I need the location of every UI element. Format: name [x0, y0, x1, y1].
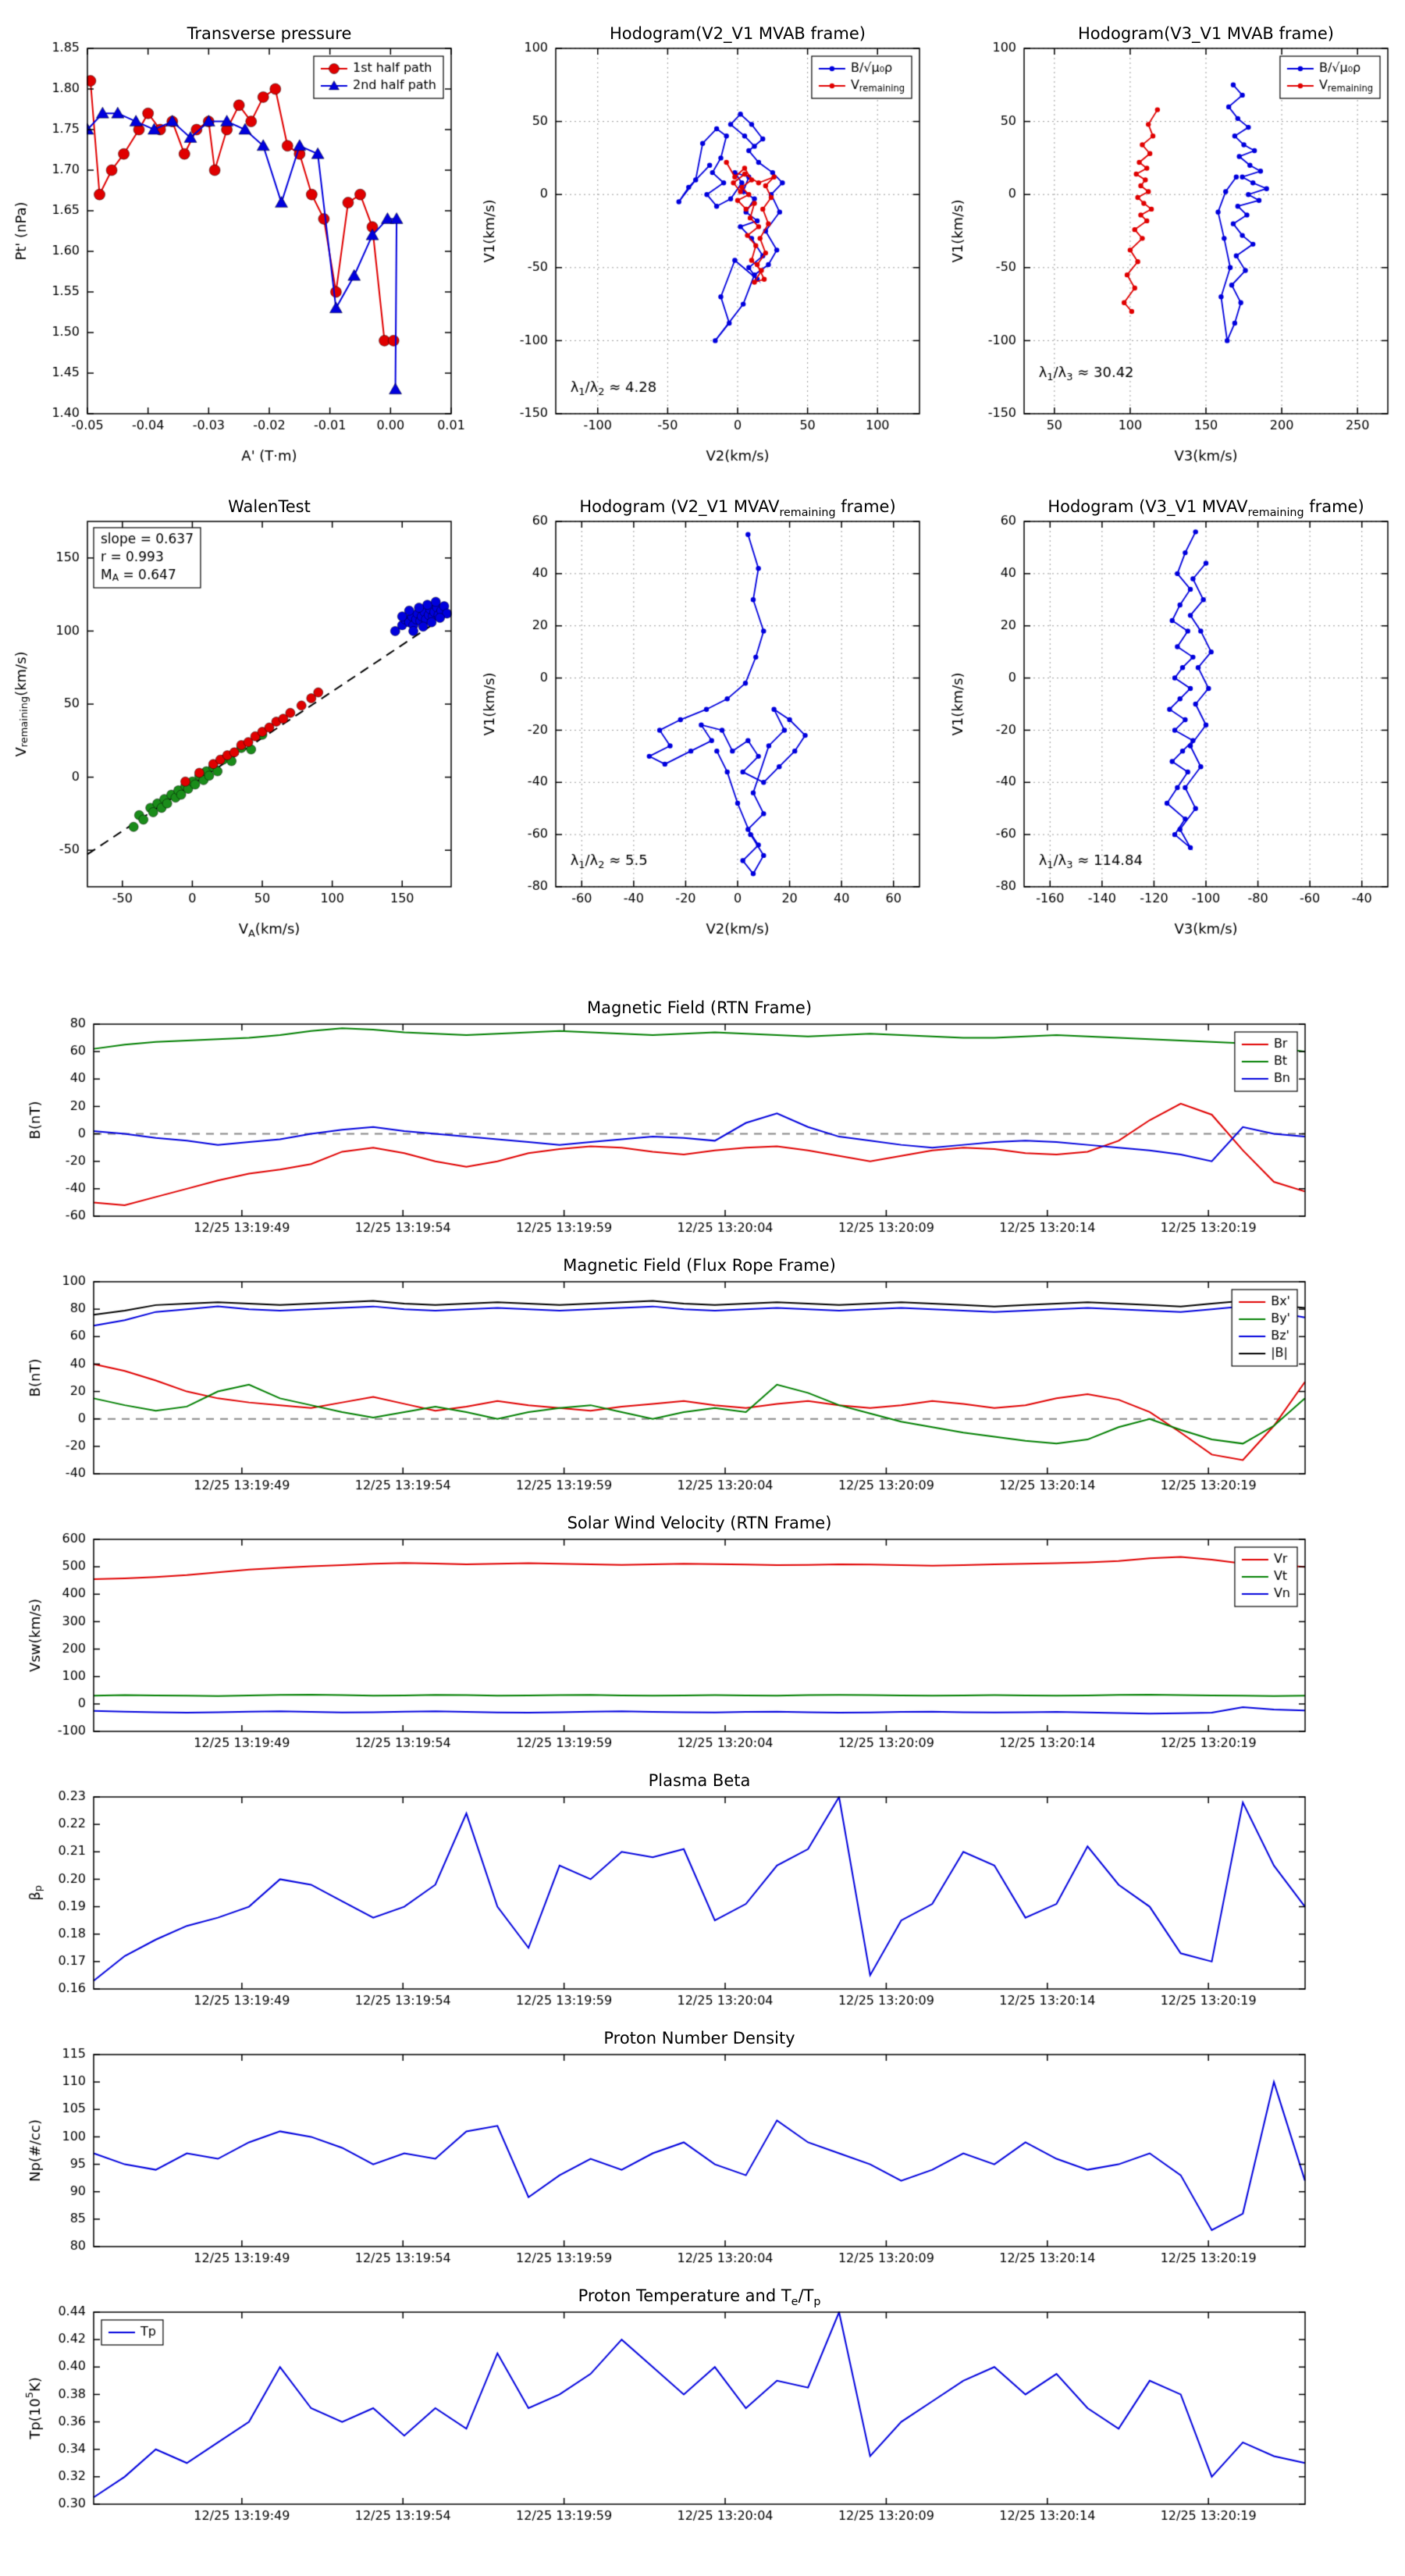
hodogram-v3v1-mvav-canvas	[937, 482, 1405, 943]
chart-title-hodogram-v2v1-mvav: Hodogram (V2_V1 MVAVremaining frame)	[579, 497, 896, 520]
chart-magnetic-field-flux-rope: Magnetic Field (Flux Rope Frame)	[0, 1251, 1405, 1508]
walen-test-canvas	[0, 482, 468, 943]
chart-title-walen-test: WalenTest	[228, 497, 311, 516]
chart-title-transverse-pressure: Transverse pressure	[187, 24, 352, 43]
chart-hodogram-v2v1-mvav: Hodogram (V2_V1 MVAVremaining frame)	[468, 482, 937, 943]
hodogram-v2v1-mvab-canvas	[468, 9, 937, 470]
chart-proton-number-density: Proton Number Density	[0, 2023, 1405, 2281]
chart-title-plasma-beta: Plasma Beta	[648, 1771, 751, 1790]
transverse-pressure-canvas	[0, 9, 468, 470]
chart-plasma-beta: Plasma Beta	[0, 1766, 1405, 2023]
chart-title-hodogram-v3v1-mvab: Hodogram(V3_V1 MVAB frame)	[1078, 24, 1334, 43]
chart-title-proton-temperature: Proton Temperature and Te/Tp	[578, 2286, 821, 2309]
chart-solar-wind-velocity: Solar Wind Velocity (RTN Frame)	[0, 1508, 1405, 1766]
chart-proton-temperature: Proton Temperature and Te/Tp	[0, 2281, 1405, 2539]
row-hodograms-mvab: Transverse pressure Hodogram(V2_V1 MVAB …	[0, 9, 1405, 470]
chart-hodogram-v3v1-mvav: Hodogram (V3_V1 MVAVremaining frame)	[937, 482, 1405, 943]
chart-title-hodogram-v2v1-mvab: Hodogram(V2_V1 MVAB frame)	[610, 24, 866, 43]
chart-title-magnetic-field-flux-rope: Magnetic Field (Flux Rope Frame)	[563, 1256, 836, 1275]
proton-temperature-canvas	[0, 2281, 1405, 2539]
chart-transverse-pressure: Transverse pressure	[0, 9, 468, 470]
magnetic-field-rtn-canvas	[0, 993, 1405, 1251]
chart-title-solar-wind-velocity: Solar Wind Velocity (RTN Frame)	[567, 1514, 832, 1532]
time-series-group: Magnetic Field (RTN Frame) Magnetic Fiel…	[0, 993, 1405, 2539]
hodogram-v3v1-mvab-canvas	[937, 9, 1405, 470]
hodogram-v2v1-mvav-canvas	[468, 482, 937, 943]
chart-hodogram-v3v1-mvab: Hodogram(V3_V1 MVAB frame)	[937, 9, 1405, 470]
chart-magnetic-field-rtn: Magnetic Field (RTN Frame)	[0, 993, 1405, 1251]
chart-title-magnetic-field-rtn: Magnetic Field (RTN Frame)	[586, 998, 813, 1017]
solar-wind-velocity-canvas	[0, 1508, 1405, 1766]
chart-title-proton-number-density: Proton Number Density	[603, 2029, 795, 2048]
chart-title-hodogram-v3v1-mvav: Hodogram (V3_V1 MVAVremaining frame)	[1048, 497, 1364, 520]
chart-walen-test: WalenTest	[0, 482, 468, 943]
magnetic-field-flux-rope-canvas	[0, 1251, 1405, 1508]
plasma-beta-canvas	[0, 1766, 1405, 2023]
chart-hodogram-v2v1-mvab: Hodogram(V2_V1 MVAB frame)	[468, 9, 937, 470]
proton-number-density-canvas	[0, 2023, 1405, 2281]
row-walen-hodograms-mvav: WalenTest Hodogram (V2_V1 MVAVremaining …	[0, 482, 1405, 943]
